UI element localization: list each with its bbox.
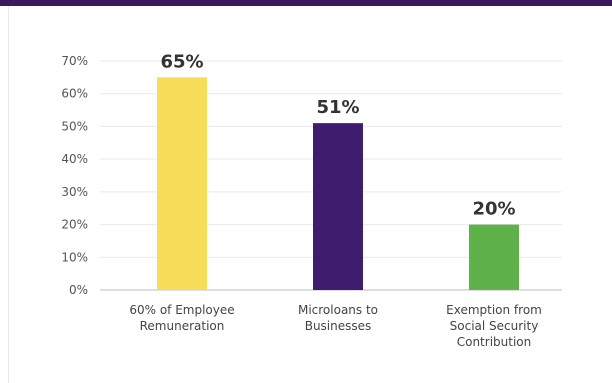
- panel-left-border: [8, 6, 9, 383]
- bar: [313, 123, 363, 291]
- y-tick-label: 20%: [61, 218, 88, 232]
- x-category-label: Remuneration: [140, 319, 225, 333]
- x-category-label: Social Security: [450, 319, 539, 333]
- bar-value-label: 65%: [160, 51, 203, 72]
- x-category-label: 60% of Employee: [129, 303, 234, 317]
- top-accent-bar: [0, 0, 612, 6]
- y-tick-label: 40%: [61, 152, 88, 166]
- y-tick-label: 50%: [61, 119, 88, 133]
- bar: [469, 224, 519, 290]
- y-tick-label: 0%: [69, 283, 88, 297]
- bar-value-label: 51%: [316, 97, 359, 118]
- y-tick-label: 60%: [61, 87, 88, 101]
- y-tick-label: 30%: [61, 185, 88, 199]
- x-category-label: Exemption from: [446, 303, 542, 317]
- y-tick-label: 70%: [61, 54, 88, 68]
- x-category-label: Microloans to: [298, 303, 378, 317]
- bar: [157, 77, 207, 290]
- bar-value-label: 20%: [472, 199, 515, 220]
- y-tick-label: 10%: [61, 250, 88, 264]
- x-category-label: Contribution: [457, 335, 532, 349]
- x-category-label: Businesses: [305, 319, 372, 333]
